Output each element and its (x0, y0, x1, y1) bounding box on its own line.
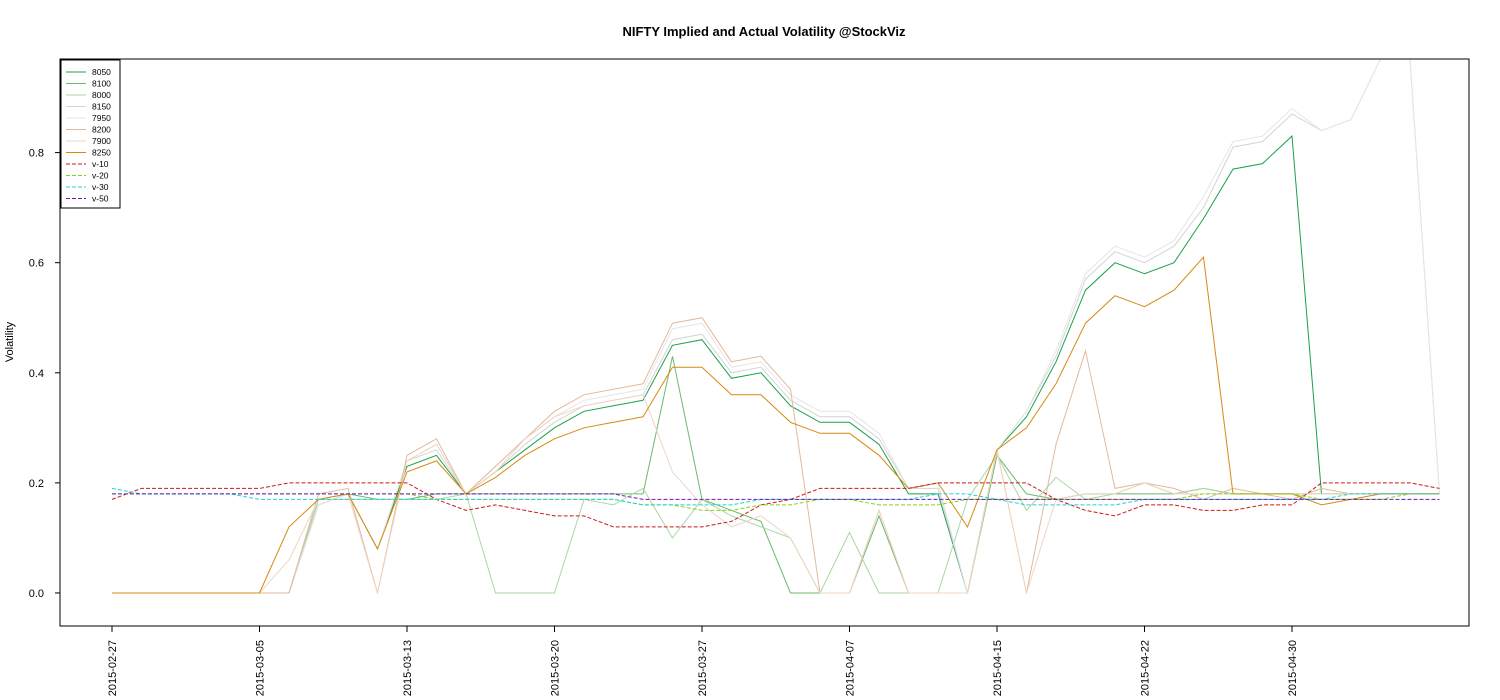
chart-title: NIFTY Implied and Actual Volatility @Sto… (622, 24, 906, 39)
x-tick-label: 2015-04-30 (1287, 640, 1299, 696)
legend-entry-8150: 8150 (92, 102, 111, 112)
x-tick-label: 2015-03-13 (402, 640, 414, 696)
legend-entry-v-20: v-20 (92, 171, 109, 181)
legend-entry-8050: 8050 (92, 67, 111, 77)
series-line-8150 (112, 58, 1440, 594)
legend-entry-v-50: v-50 (92, 194, 109, 204)
x-tick-label: 2015-02-27 (107, 640, 119, 696)
legend-entry-8200: 8200 (92, 125, 111, 135)
x-tick-label: 2015-03-20 (550, 640, 562, 696)
series-line-8200 (112, 317, 1440, 594)
x-tick-label: 2015-04-07 (845, 640, 857, 696)
legend-entry-8100: 8100 (92, 79, 111, 89)
y-tick-label: 0.6 (29, 258, 44, 270)
y-tick-label: 0.8 (29, 148, 44, 160)
y-tick-label: 0.0 (29, 588, 44, 600)
legend-entry-8000: 8000 (92, 90, 111, 100)
legend-entry-7900: 7900 (92, 136, 111, 146)
series-line-7950 (112, 58, 1440, 594)
series-line-v-20 (112, 493, 1440, 511)
series-line-v-50 (112, 493, 1440, 500)
y-tick-label: 0.4 (29, 368, 44, 380)
x-tick-label: 2015-03-27 (697, 640, 709, 696)
legend-entry-8250: 8250 (92, 148, 111, 158)
x-axis: 2015-02-27 2015-03-05 2015-03-13 2015-03-20… (107, 626, 1299, 696)
series-line-8100 (112, 356, 1440, 594)
legend-entry-v-30: v-30 (92, 182, 109, 192)
legend-box (60, 59, 121, 209)
y-tick-label: 0.2 (29, 478, 44, 490)
x-tick-label: 2015-04-22 (1140, 640, 1152, 696)
y-axis: 0.0 0.2 0.4 0.6 0.8 (29, 148, 60, 600)
legend-entry-7950: 7950 (92, 113, 111, 123)
y-axis-label: Volatility (4, 321, 16, 362)
series-line-8050 (112, 135, 1440, 594)
series-line-8250 (112, 256, 1440, 594)
series-line-8000 (112, 454, 1440, 595)
series-layer (111, 58, 1440, 595)
series-line-v-10 (111, 482, 1440, 528)
x-tick-label: 2015-03-05 (255, 640, 267, 696)
plot-frame (59, 58, 1470, 627)
legend-entry-v-10: v-10 (92, 159, 109, 169)
x-tick-label: 2015-04-15 (992, 640, 1004, 696)
